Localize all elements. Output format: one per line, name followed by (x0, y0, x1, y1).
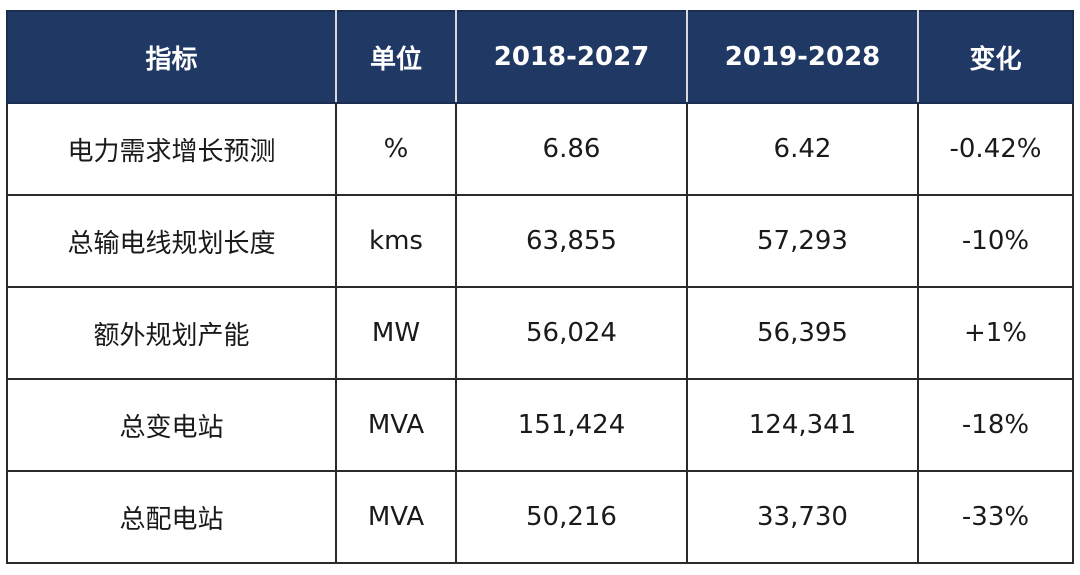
cell-value-2018-2027: 151,424 (455, 378, 688, 472)
cell-value-2019-2028: 6.42 (686, 102, 919, 196)
header-cell-unit: 单位 (335, 10, 457, 104)
cell-indicator: 总配电站 (6, 470, 337, 564)
header-cell-change: 变化 (917, 10, 1074, 104)
table-row: 总配电站 MVA 50,216 33,730 -33% (6, 470, 1074, 564)
cell-unit: MW (335, 286, 457, 380)
cell-indicator: 总输电线规划长度 (6, 194, 337, 288)
cell-value-2019-2028: 57,293 (686, 194, 919, 288)
cell-unit: kms (335, 194, 457, 288)
cell-indicator: 总变电站 (6, 378, 337, 472)
cell-change: -18% (917, 378, 1074, 472)
cell-change: -10% (917, 194, 1074, 288)
header-cell-indicator: 指标 (6, 10, 337, 104)
cell-value-2018-2027: 63,855 (455, 194, 688, 288)
table-body: 电力需求增长预测 % 6.86 6.42 -0.42% 总输电线规划长度 kms… (6, 102, 1074, 564)
table-row: 额外规划产能 MW 56,024 56,395 +1% (6, 286, 1074, 380)
cell-change: +1% (917, 286, 1074, 380)
header-row: 指标 单位 2018-2027 2019-2028 变化 (6, 10, 1074, 104)
table-row: 总变电站 MVA 151,424 124,341 -18% (6, 378, 1074, 472)
cell-value-2018-2027: 50,216 (455, 470, 688, 564)
table-header: 指标 单位 2018-2027 2019-2028 变化 (6, 10, 1074, 104)
cell-unit: MVA (335, 470, 457, 564)
data-table: 指标 单位 2018-2027 2019-2028 变化 电力需求增长预测 % … (6, 10, 1074, 564)
table-row: 总输电线规划长度 kms 63,855 57,293 -10% (6, 194, 1074, 288)
cell-value-2018-2027: 6.86 (455, 102, 688, 196)
header-cell-2018-2027: 2018-2027 (455, 10, 688, 104)
cell-value-2019-2028: 56,395 (686, 286, 919, 380)
cell-change: -33% (917, 470, 1074, 564)
cell-value-2019-2028: 33,730 (686, 470, 919, 564)
cell-unit: % (335, 102, 457, 196)
cell-value-2019-2028: 124,341 (686, 378, 919, 472)
table-row: 电力需求增长预测 % 6.86 6.42 -0.42% (6, 102, 1074, 196)
cell-indicator: 额外规划产能 (6, 286, 337, 380)
header-cell-2019-2028: 2019-2028 (686, 10, 919, 104)
cell-indicator: 电力需求增长预测 (6, 102, 337, 196)
cell-unit: MVA (335, 378, 457, 472)
cell-change: -0.42% (917, 102, 1074, 196)
cell-value-2018-2027: 56,024 (455, 286, 688, 380)
